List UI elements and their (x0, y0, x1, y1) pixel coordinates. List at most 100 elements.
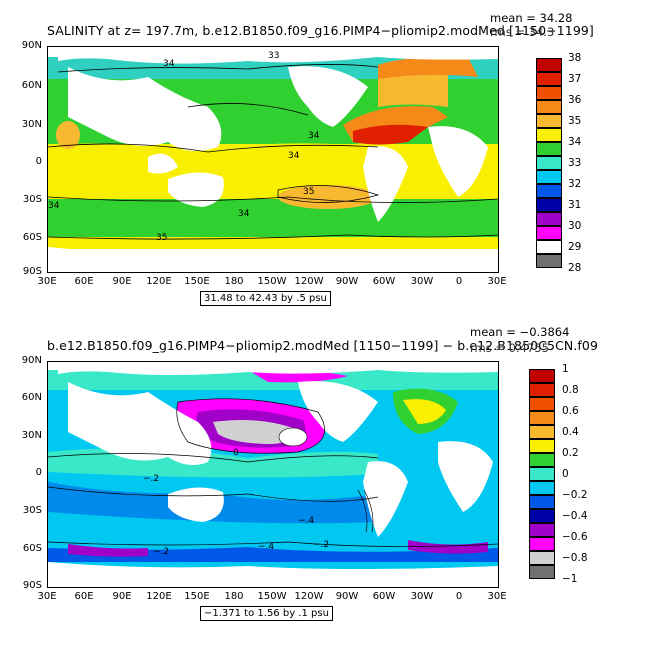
contour-label: −.4 (258, 542, 275, 552)
colorbar-swatch (529, 397, 555, 411)
panel1-lon-tick: 60W (372, 276, 396, 287)
colorbar-swatch (529, 439, 555, 453)
contour-label: 0 (233, 448, 239, 458)
panel1-lon-tick: 150W (257, 276, 287, 287)
colorbar-swatch (529, 383, 555, 397)
colorbar-swatch (529, 481, 555, 495)
colorbar-label: 33 (568, 157, 582, 169)
panel1-lon-tick: 120W (294, 276, 324, 287)
contour-label: −.2 (143, 474, 160, 484)
southern-band (48, 199, 498, 237)
panel1-lon-tick: 180 (224, 276, 244, 287)
panel2-range-box: −1.371 to 1.56 by .1 psu (200, 606, 333, 621)
panel2-mean: mean = −0.3864 (470, 325, 570, 339)
colorbar-swatch (536, 100, 562, 114)
colorbar-swatch (536, 114, 562, 128)
panel2-map-svg (48, 362, 498, 587)
colorbar-label: 0.2 (562, 447, 579, 459)
colorbar-label: 29 (568, 241, 582, 253)
colorbar-swatch (536, 212, 562, 226)
colorbar-swatch (529, 453, 555, 467)
panel2-lat-tick: 0 (35, 467, 42, 478)
contour-label: 34 (238, 209, 250, 219)
colorbar-label: 0.4 (562, 426, 579, 438)
colorbar-swatch (536, 72, 562, 86)
colorbar-swatch (529, 495, 555, 509)
panel2-lon-tick: 90E (112, 591, 132, 602)
panel2-lon-tick: 0 (455, 591, 463, 602)
colorbar-swatch (529, 467, 555, 481)
panel1-lon-tick: 120E (146, 276, 172, 287)
colorbar-swatch (536, 86, 562, 100)
panel2-map: 0 −.2 −.4 −.2 −.4 −.2 (47, 361, 499, 588)
panel1-map-svg (48, 47, 498, 272)
panel1-mean: mean = 34.28 (490, 11, 573, 25)
panel2-lon-tick: 60E (74, 591, 94, 602)
panel2-lon-tick: 120E (146, 591, 172, 602)
colorbar-label: −1 (562, 573, 578, 585)
colorbar-label: 28 (568, 262, 582, 274)
colorbar-swatch (536, 226, 562, 240)
panel2-lon-tick: 60W (372, 591, 396, 602)
panel2-lat-tick: 60N (21, 392, 42, 403)
panel1-lon-tick: 60E (74, 276, 94, 287)
panel2-title: b.e12.B1850.f09_g16.PIMP4−pliomip2.modMe… (47, 338, 599, 353)
colorbar-label: −0.4 (562, 510, 588, 522)
colorbar-swatch (536, 254, 562, 268)
contour-label: 35 (156, 233, 168, 243)
colorbar-label: 34 (568, 136, 582, 148)
panel1-lon-tick: 150E (184, 276, 210, 287)
panel1-rms: rms = 34.3 (490, 25, 555, 39)
panel2-lat-tick: 90S (22, 580, 42, 591)
colorbar-label: 36 (568, 94, 582, 106)
colorbar-swatch (536, 240, 562, 254)
contour-label: −.2 (153, 547, 170, 557)
panel1-lat-tick: 0 (35, 156, 42, 167)
panel2-lat-tick: 30S (22, 505, 42, 516)
colorbar-label: 31 (568, 199, 582, 211)
colorbar-label: −0.2 (562, 489, 588, 501)
colorbar-swatch (536, 184, 562, 198)
colorbar-label: 0.6 (562, 405, 579, 417)
colorbar-swatch (536, 198, 562, 212)
colorbar-label: 1 (562, 363, 569, 375)
antarctica-land (48, 247, 498, 272)
colorbar-label: 32 (568, 178, 582, 190)
panel1-title: SALINITY at z= 197.7m, b.e12.B1850.f09_g… (47, 23, 594, 38)
contour-label: 34 (288, 151, 300, 161)
south-america-land (363, 146, 408, 222)
colorbar-swatch (529, 425, 555, 439)
panel2-lon-tick: 30E (37, 591, 57, 602)
colorbar-label: 38 (568, 52, 582, 64)
panel1-lon-tick: 90E (112, 276, 132, 287)
panel1-lat-tick: 60S (22, 232, 42, 243)
colorbar-swatch (536, 170, 562, 184)
contour-label: −.4 (298, 516, 315, 526)
panel1-lon-tick: 0 (455, 276, 463, 287)
panel1-lat-tick: 60N (21, 80, 42, 91)
panel2-colorbar (529, 369, 555, 579)
colorbar-label: 0 (562, 468, 569, 480)
contour-label: 35 (303, 187, 315, 197)
colorbar-swatch (536, 58, 562, 72)
australia-land (168, 172, 224, 207)
contour-label: 33 (268, 51, 280, 61)
panel2-lat-tick: 30N (21, 430, 42, 441)
panel1-lat-tick: 30N (21, 119, 42, 130)
panel2-lon-tick: 150E (184, 591, 210, 602)
panel1-lat-tick: 90S (22, 266, 42, 277)
africa-land (428, 126, 488, 197)
panel1-lon-tick: 30E (487, 276, 507, 287)
colorbar-label: 35 (568, 115, 582, 127)
colorbar-swatch (529, 411, 555, 425)
north-america-land (288, 66, 368, 127)
colorbar-swatch (529, 523, 555, 537)
colorbar-swatch (529, 565, 555, 579)
colorbar-swatch (529, 537, 555, 551)
panel2-lon-tick: 30E (487, 591, 507, 602)
panel2-lon-tick: 180 (224, 591, 244, 602)
panel2-lon-tick: 120W (294, 591, 324, 602)
contour-label: 34 (48, 201, 60, 211)
contour-label: 34 (163, 59, 175, 69)
panel1-map: 33 35 34 34 35 34 34 34 (47, 46, 499, 273)
